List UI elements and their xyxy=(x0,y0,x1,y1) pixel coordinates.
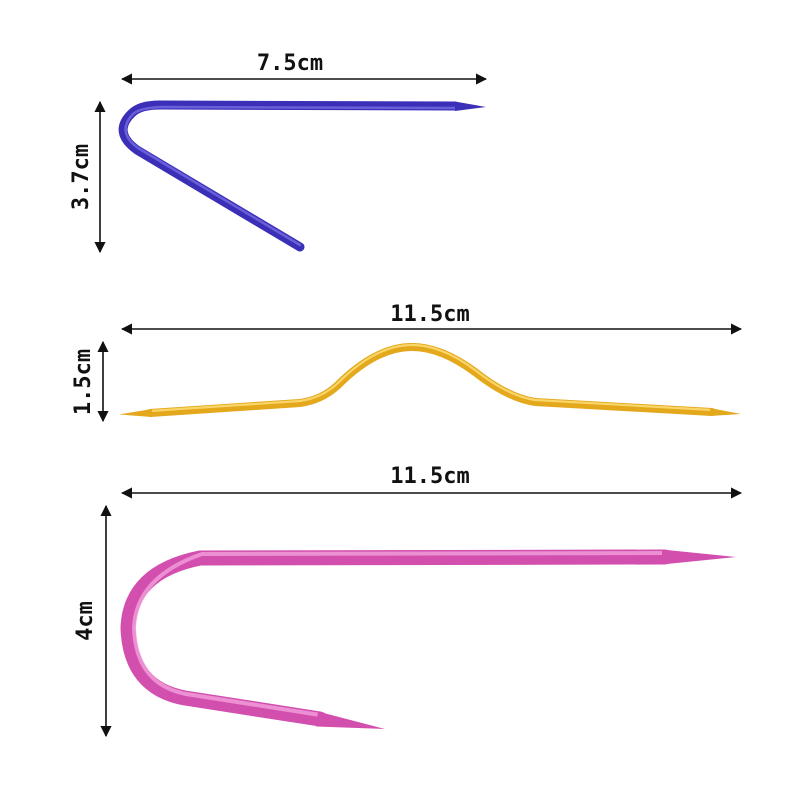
needle-3-width-label: 11.5cm xyxy=(390,464,469,489)
pink-cable-needle-top-tip xyxy=(662,549,736,565)
needle-2-width-label: 11.5cm xyxy=(390,302,469,327)
pink-cable-needle xyxy=(120,549,736,729)
gold-cable-needle-body xyxy=(146,342,716,417)
gold-cable-needle-left-tip xyxy=(119,409,152,417)
needle-3-height-label: 4cm xyxy=(73,601,98,641)
gold-cable-needle-right-tip xyxy=(710,408,741,416)
needle-1-height-label: 3.7cm xyxy=(69,144,94,210)
needle-1-group: 7.5cm 3.7cm xyxy=(69,51,488,254)
blue-cable-needle-highlight xyxy=(124,105,457,247)
needle-1-width-label: 7.5cm xyxy=(257,51,323,76)
pink-cable-needle-highlight xyxy=(132,551,667,717)
gold-cable-needle xyxy=(119,342,741,417)
needle-2-group: 11.5cm 1.5cm xyxy=(71,302,743,423)
needle-2-height-label: 1.5cm xyxy=(71,349,96,415)
pink-cable-needle-bottom-tip xyxy=(316,711,385,729)
blue-cable-needle xyxy=(118,100,486,252)
gold-cable-needle-highlight xyxy=(148,343,714,413)
pink-cable-needle-body xyxy=(120,549,673,727)
needle-3-group: 11.5cm 4cm xyxy=(73,464,743,738)
blue-cable-needle-body xyxy=(118,100,460,252)
blue-cable-needle-tip xyxy=(455,101,486,111)
